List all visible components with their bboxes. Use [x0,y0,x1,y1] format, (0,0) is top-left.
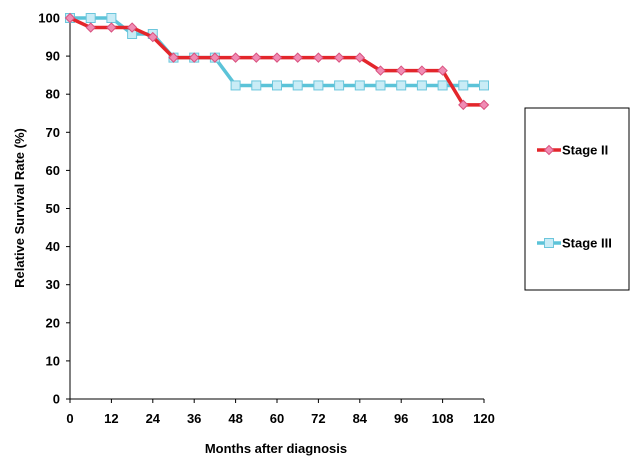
data-point-stage-ii [126,22,138,33]
legend: Stage II Stage III [524,107,630,291]
y-tick-label: 100 [38,11,60,26]
data-point-stage-ii [354,52,366,63]
y-tick-label: 70 [46,125,60,140]
y-axis-title: Relative Survival Rate (%) [12,128,27,288]
data-point-stage-ii [313,52,324,63]
data-point-stage-iii [313,80,324,91]
series-stage-ii [64,12,490,111]
data-point-stage-ii [147,31,159,43]
data-point-stage-iii [230,80,241,91]
legend-swatch-marker [543,144,555,156]
x-tick-label: 108 [432,411,454,426]
x-tick-label: 84 [353,411,368,426]
series-layer [64,12,490,111]
x-tick-label: 48 [228,411,242,426]
legend-items: Stage II Stage III [537,143,612,251]
data-point-stage-iii [458,80,469,91]
data-point-stage-ii [333,52,345,63]
data-point-stage-iii [479,80,489,91]
y-tick-label: 20 [46,315,60,330]
x-axis-title: Months after diagnosis [205,441,347,456]
x-tick-label: 96 [394,411,408,426]
data-point-stage-ii [478,99,490,111]
data-point-stage-ii [230,52,241,63]
y-tick-label: 30 [46,277,60,292]
y-tick-label: 90 [46,49,60,64]
x-tick-label: 36 [187,411,201,426]
y-tick-label: 80 [46,87,60,102]
legend-box [524,107,630,291]
data-point-stage-iii [334,80,345,91]
data-point-stage-ii [416,65,428,76]
data-point-stage-iii [416,80,427,91]
data-point-stage-iii [106,13,117,23]
y-tick-label: 40 [46,239,60,254]
data-point-stage-iii [437,80,448,91]
data-point-stage-ii [395,65,407,76]
x-tick-label: 60 [270,411,284,426]
y-tick-label: 60 [46,163,60,178]
data-point-stage-iii [396,80,407,91]
data-point-stage-iii [292,80,303,91]
x-tick-label: 120 [473,411,495,426]
data-point-stage-iii [85,13,96,23]
x-tick-label: 0 [66,411,73,426]
data-point-stage-ii [209,52,221,63]
legend-label: Stage II [562,143,608,158]
data-point-stage-ii [85,22,96,33]
data-point-stage-iii [375,80,386,91]
data-point-stage-ii [251,52,262,63]
x-tick-label: 24 [146,411,161,426]
data-point-stage-ii [64,12,76,24]
data-point-stage-ii [168,52,179,63]
x-tick-label: 12 [104,411,118,426]
data-point-stage-iii [251,80,262,91]
legend-swatch-marker [544,238,554,248]
data-point-stage-ii [375,65,386,76]
x-tick-label: 72 [311,411,325,426]
data-point-stage-ii [458,99,469,111]
data-point-stage-ii [271,52,283,63]
data-point-stage-iii [354,80,365,91]
y-tick-label: 0 [53,392,60,407]
data-point-stage-ii [106,22,117,33]
legend-label: Stage III [562,236,612,251]
legend-item-stage-ii: Stage II [537,143,608,158]
data-point-stage-ii [437,65,448,76]
y-tick-label: 50 [46,201,60,216]
legend-item-stage-iii: Stage III [537,236,612,251]
ticks-layer: 0 10 20 30 40 50 60 70 80 90 100 0 12 24 36 48 60 72 84 96 1… [38,11,495,427]
data-point-stage-ii [292,52,303,63]
series-stage-iii [65,13,489,91]
y-tick-label: 10 [46,353,60,368]
data-point-stage-ii [188,52,200,63]
data-point-stage-iii [272,80,282,91]
